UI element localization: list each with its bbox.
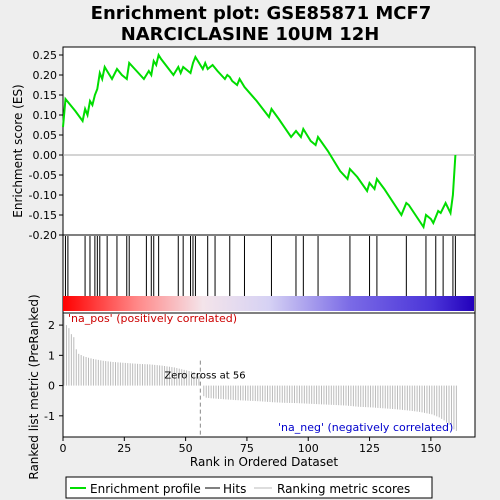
- x-tick-label: 50: [179, 442, 193, 455]
- pos-label: 'na_pos' (positively correlated): [68, 312, 237, 325]
- es-tick-label: 0.10: [33, 109, 58, 122]
- x-tick-label: 25: [117, 442, 131, 455]
- legend-es-label: Enrichment profile: [90, 482, 201, 496]
- chart-title-line2: NARCICLASINE 10UM 12H: [121, 24, 380, 45]
- y-axis-label-es: Enrichment score (ES): [11, 84, 25, 217]
- es-tick-label: -0.10: [29, 189, 57, 202]
- es-tick-label: 0.00: [33, 149, 58, 162]
- x-axis-label: Rank in Ordered Dataset: [190, 455, 338, 469]
- metric-tick-label: -1: [44, 410, 55, 423]
- x-tick-label: 75: [240, 442, 254, 455]
- metric-tick-label: 0: [48, 380, 55, 393]
- neg-label: 'na_neg' (negatively correlated): [278, 421, 453, 434]
- zero-cross-label: Zero cross at 56: [164, 371, 245, 382]
- es-tick-label: 0.15: [33, 89, 58, 102]
- es-tick-label: -0.20: [29, 229, 57, 242]
- legend-box: [65, 476, 433, 499]
- es-tick-label: 0.05: [33, 129, 58, 142]
- metric-tick-label: 2: [48, 319, 55, 332]
- ranking-heatmap: [63, 296, 474, 311]
- x-tick-label: 150: [420, 442, 441, 455]
- es-tick-label: -0.05: [29, 169, 57, 182]
- es-tick-label: 0.25: [33, 49, 58, 62]
- y-axis-label-metric: Ranked list metric (PreRanked): [27, 294, 41, 479]
- es-tick-label: -0.15: [29, 209, 57, 222]
- es-tick-label: 0.20: [33, 69, 58, 82]
- chart-title-line1: Enrichment plot: GSE85871 MCF7: [91, 3, 432, 24]
- legend-hits-label: Hits: [223, 482, 246, 496]
- es-panel: [62, 46, 476, 236]
- metric-tick-label: 1: [48, 349, 55, 362]
- x-tick-label: 125: [359, 442, 380, 455]
- es-curve: [62, 52, 457, 230]
- x-tick-label: 100: [298, 442, 319, 455]
- legend-metric-label: Ranking metric scores: [277, 482, 410, 496]
- metric-panel: [62, 312, 476, 438]
- x-tick-label: 0: [60, 442, 67, 455]
